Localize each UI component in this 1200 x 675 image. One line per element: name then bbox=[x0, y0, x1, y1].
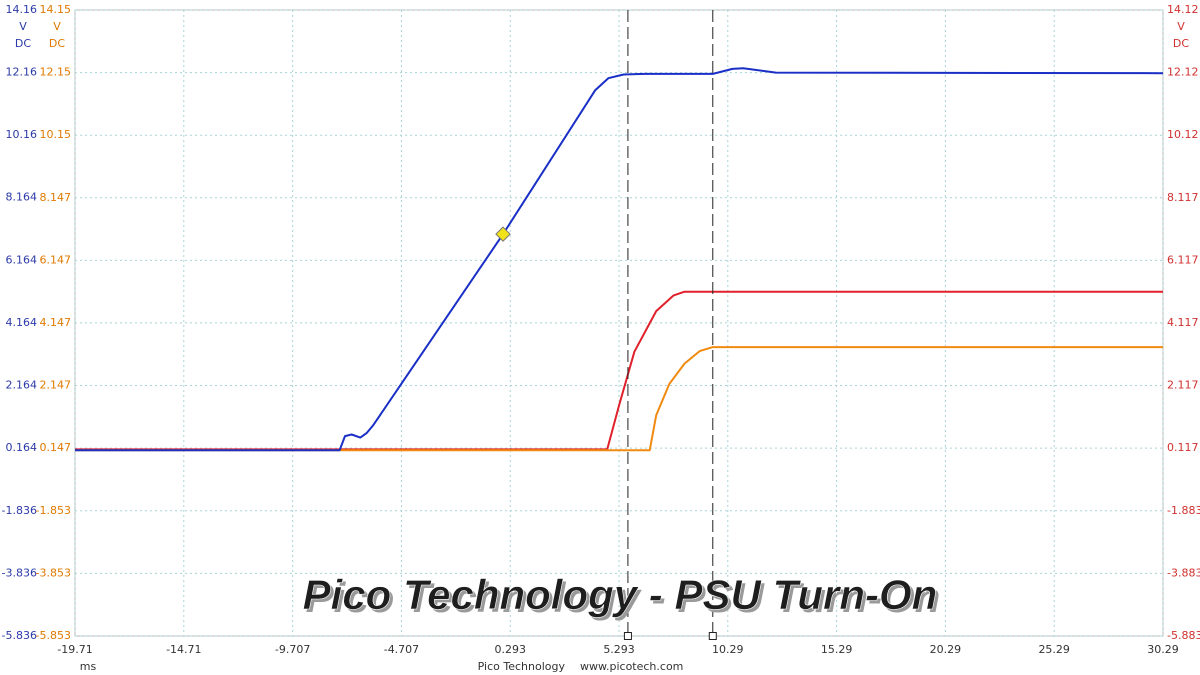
y-tick-label: -1.836 bbox=[2, 504, 37, 517]
y-unit: DC bbox=[15, 37, 31, 50]
x-tick-label: -9.707 bbox=[275, 643, 310, 656]
y-tick-label: 0.164 bbox=[6, 441, 38, 454]
y3-tick-label: 14.12 bbox=[1167, 3, 1199, 16]
y-tick-label: -5.836 bbox=[2, 629, 37, 642]
y2-tick-label: 6.147 bbox=[40, 253, 72, 266]
x-tick-label: 30.29 bbox=[1147, 643, 1179, 656]
y2-tick-label: 12.15 bbox=[40, 66, 72, 79]
y-tick-label: 2.164 bbox=[6, 379, 38, 392]
y2-unit: V bbox=[53, 20, 61, 33]
y2-tick-label: -5.853 bbox=[36, 629, 71, 642]
footer: Pico Technology bbox=[478, 660, 566, 673]
y2-tick-label: 10.15 bbox=[40, 128, 72, 141]
footer-url: www.picotech.com bbox=[580, 660, 683, 673]
x-tick-label: 15.29 bbox=[821, 643, 853, 656]
y2-tick-label: 4.147 bbox=[40, 316, 72, 329]
x-tick-label: -14.71 bbox=[166, 643, 201, 656]
y3-tick-label: 6.117 bbox=[1167, 253, 1199, 266]
chart-title: Pico Technology - PSU Turn-On bbox=[303, 571, 938, 618]
y2-tick-label: 0.147 bbox=[40, 441, 72, 454]
y2-tick-label: 14.15 bbox=[40, 3, 72, 16]
cursor-handle bbox=[708, 632, 717, 640]
y2-unit: DC bbox=[49, 37, 65, 50]
y2-tick-label: -1.853 bbox=[36, 504, 71, 517]
trigger-marker bbox=[495, 226, 511, 242]
y2-tick-label: -3.853 bbox=[36, 566, 71, 579]
y-tick-label: 14.16 bbox=[6, 3, 38, 16]
series-line bbox=[75, 290, 1163, 451]
y3-tick-label: 12.12 bbox=[1167, 66, 1199, 79]
x-tick-label: -4.707 bbox=[384, 643, 419, 656]
y3-tick-label: 0.117 bbox=[1167, 441, 1199, 454]
y3-tick-label: 8.117 bbox=[1167, 191, 1199, 204]
y3-unit: DC bbox=[1173, 37, 1189, 50]
title-shadow: Pico Technology - PSU Turn-On bbox=[306, 574, 941, 621]
y-unit: V bbox=[19, 20, 27, 33]
y3-tick-label: 10.12 bbox=[1167, 128, 1199, 141]
y-tick-label: -3.836 bbox=[2, 566, 37, 579]
y3-unit: V bbox=[1177, 20, 1185, 33]
y2-tick-label: 2.147 bbox=[40, 379, 72, 392]
y3-tick-label: 2.117 bbox=[1167, 379, 1199, 392]
x-tick-label: 25.29 bbox=[1038, 643, 1070, 656]
x-tick-label: 10.29 bbox=[712, 643, 744, 656]
y-tick-label: 8.164 bbox=[6, 191, 38, 204]
y3-tick-label: 4.117 bbox=[1167, 316, 1199, 329]
x-tick-label: 0.293 bbox=[495, 643, 527, 656]
y3-tick-label: -1.883 bbox=[1167, 504, 1200, 517]
x-tick-label: 20.29 bbox=[930, 643, 962, 656]
x-tick-label: -19.71 bbox=[57, 643, 92, 656]
y2-tick-label: 8.147 bbox=[40, 191, 72, 204]
x-unit: ms bbox=[80, 660, 97, 673]
y3-tick-label: -3.883 bbox=[1167, 566, 1200, 579]
series-line bbox=[75, 346, 1163, 452]
y-tick-label: 4.164 bbox=[6, 316, 38, 329]
series-line bbox=[75, 67, 1164, 452]
y-tick-label: 6.164 bbox=[6, 253, 38, 266]
y-tick-label: 10.16 bbox=[6, 128, 38, 141]
y-tick-label: 12.16 bbox=[6, 66, 38, 79]
y3-tick-label: -5.883 bbox=[1167, 629, 1200, 642]
x-tick-label: 5.293 bbox=[603, 643, 635, 656]
cursor-handle bbox=[623, 632, 632, 640]
